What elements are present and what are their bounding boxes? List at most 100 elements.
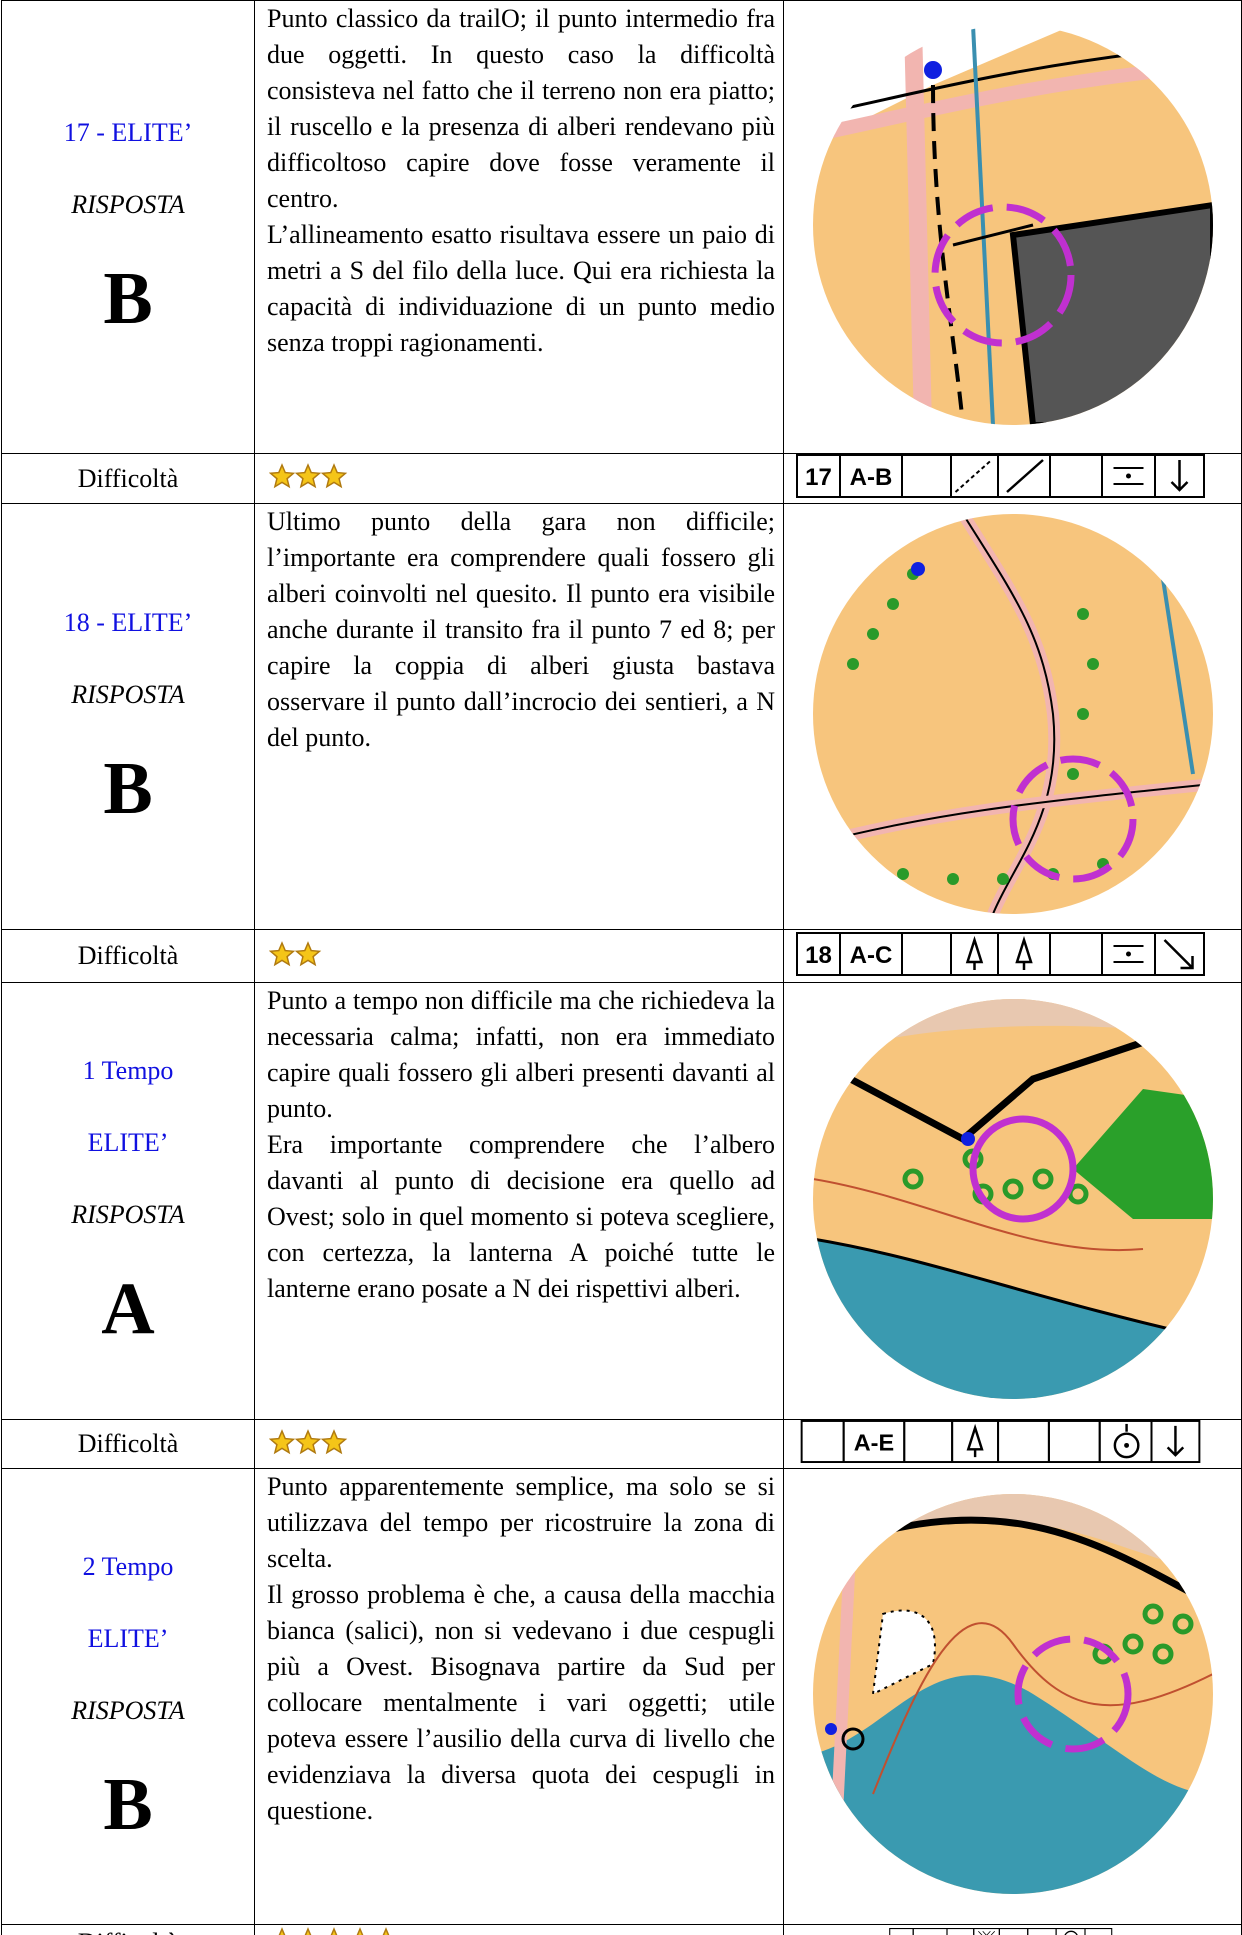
control-description: 18 A-C <box>796 931 1205 976</box>
star <box>320 1428 348 1454</box>
description-box: A-B <box>839 454 903 498</box>
description-box: A-E <box>912 1928 948 1935</box>
difficulty-row: Difficoltà 17 A-B <box>1 453 1242 504</box>
map-cell <box>783 1468 1242 1925</box>
description-box <box>901 931 952 976</box>
stars <box>268 1428 348 1454</box>
answer: A <box>101 1268 155 1350</box>
star <box>294 463 322 489</box>
description-box <box>1055 1928 1086 1935</box>
star <box>268 463 296 489</box>
map-image <box>812 1494 1213 1894</box>
stars-cell <box>254 929 784 983</box>
description-box <box>1101 931 1156 976</box>
answer-label: RISPOSTA <box>71 679 185 709</box>
description-box <box>901 454 952 498</box>
description-box: 18 <box>796 931 841 976</box>
description-box <box>998 1928 1029 1935</box>
answer-cell: 17 - ELITE’ RISPOSTA B <box>1 0 255 454</box>
control-description: 17 A-B <box>796 454 1205 498</box>
description-box <box>903 1420 954 1463</box>
box <box>998 1928 1029 1935</box>
star <box>294 1428 322 1454</box>
description-cell: A-E <box>783 1419 1242 1469</box>
description-box <box>1049 931 1103 976</box>
answer: B <box>103 747 153 830</box>
symbol <box>1006 459 1044 493</box>
answer-cell: 2 Tempo ELITE’ RISPOSTA B <box>1 1468 255 1925</box>
symbol <box>1113 944 1144 963</box>
symbol <box>1166 1425 1185 1457</box>
star <box>304 1927 312 1935</box>
box <box>1047 1420 1101 1463</box>
description-code: A-C <box>850 942 893 969</box>
map-image <box>812 24 1213 425</box>
description-code: A-B <box>850 464 893 491</box>
explanation: Punto a tempo non difficile ma che richi… <box>254 982 784 1420</box>
entry-row: 1 Tempo ELITE’ RISPOSTA A Punto a tempo non … <box>1 982 1242 1420</box>
difficulty-row: Difficoltà A-E <box>1 1419 1242 1469</box>
description-box <box>997 1420 1050 1463</box>
answer-cell: 1 Tempo ELITE’ RISPOSTA A <box>1 982 255 1420</box>
control-id: 17 - ELITE’ <box>63 118 193 147</box>
map-image <box>812 998 1213 1399</box>
box <box>1027 1928 1057 1935</box>
star <box>268 1428 296 1454</box>
star <box>278 1927 286 1935</box>
answer-label: RISPOSTA <box>71 1695 185 1725</box>
control-id: ELITE’ <box>87 1623 169 1653</box>
control-id: 1 Tempo <box>82 1056 174 1085</box>
description-cell: 17 A-B <box>783 453 1242 504</box>
description-box <box>1150 1420 1201 1463</box>
star <box>356 1927 364 1935</box>
explanation: Ultimo punto della gara non difficile; l… <box>254 503 784 930</box>
paragraph: Ultimo punto della gara non difficile; l… <box>267 507 775 752</box>
paragraph: L’allineamento esatto risultava essere u… <box>267 220 775 357</box>
symbol <box>978 1930 996 1935</box>
box <box>1049 454 1103 498</box>
box <box>1049 931 1103 976</box>
description-box <box>1101 454 1156 498</box>
difficulty-label: Difficoltà <box>1 929 255 983</box>
description-box: 17 <box>796 454 841 498</box>
box <box>889 1928 914 1935</box>
difficulty-row: Difficoltà A-E <box>1 1924 1242 1935</box>
control-id: 2 Tempo <box>82 1551 174 1581</box>
paragraph: Era importante comprendere che l’albero … <box>267 1130 775 1303</box>
box <box>1154 454 1205 498</box>
stars <box>278 1927 390 1935</box>
control-description: A-E <box>889 1928 1113 1935</box>
stars <box>268 940 322 966</box>
map-cell <box>783 503 1242 930</box>
box <box>901 454 952 498</box>
symbol <box>966 1423 984 1458</box>
symbol <box>1064 1930 1078 1935</box>
symbol <box>1113 1423 1140 1459</box>
difficulty-label: Difficoltà <box>1 1924 255 1935</box>
answer: B <box>103 258 153 340</box>
entry-row: 2 Tempo ELITE’ RISPOSTA B Punto apparentemen… <box>1 1468 1242 1925</box>
box <box>800 1420 845 1463</box>
box <box>1154 931 1205 976</box>
description-code: A-E <box>854 1429 894 1455</box>
description-box <box>800 1420 845 1463</box>
symbol <box>1170 460 1189 492</box>
description-box <box>997 454 1051 498</box>
description-number: 17 <box>805 464 832 491</box>
stars-cell <box>254 453 784 504</box>
entry-row: 17 - ELITE’ RISPOSTA B Punto classico da tr… <box>1 0 1242 454</box>
symbol <box>1113 467 1144 485</box>
description-box <box>997 931 1051 976</box>
paragraph: Punto classico da trailO; il punto inter… <box>267 4 775 213</box>
description-box <box>1047 1420 1101 1463</box>
symbol <box>954 459 993 493</box>
box <box>1150 1420 1201 1463</box>
description-code: A-E <box>919 1933 942 1935</box>
description-box <box>889 1928 914 1935</box>
paragraph: Il grosso problema è che, a causa della … <box>267 1580 775 1825</box>
difficulty-row: Difficoltà 18 A-C <box>1 929 1242 983</box>
answer: B <box>103 1763 153 1846</box>
map-image <box>812 514 1213 914</box>
stars <box>268 463 348 489</box>
